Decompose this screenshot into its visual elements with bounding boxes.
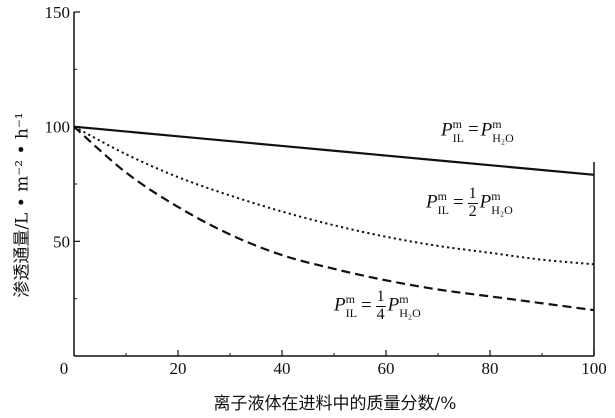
- symbol-p: P: [426, 191, 438, 213]
- sup-sub: m IL: [346, 293, 357, 319]
- subscript: H₂O: [491, 203, 513, 218]
- x-tick-label: 40: [274, 359, 291, 378]
- equals-sign: =: [452, 191, 464, 213]
- series-line-3: [73, 125, 595, 312]
- superscript: m: [492, 117, 502, 131]
- y-axis-label-wrap: 渗透通量/L • m⁻² • h⁻¹: [0, 60, 40, 350]
- x-tick-label: 0: [60, 359, 69, 378]
- superscript: m: [452, 117, 462, 131]
- series-lines: [73, 125, 595, 312]
- y-tick-label: 150: [45, 3, 71, 22]
- sup-sub: m H₂O: [491, 190, 513, 216]
- symbol-p: P: [334, 294, 346, 316]
- x-axis-label: 离子液体在进料中的质量分数/%: [213, 394, 457, 414]
- superscript: m: [399, 292, 409, 307]
- equals-sign: =: [467, 119, 479, 141]
- symbol-p: P: [479, 191, 492, 213]
- equals-sign: =: [360, 294, 372, 316]
- y-tick-label: 100: [45, 118, 71, 137]
- x-tick-label: 100: [581, 359, 607, 378]
- fraction-numerator: 1: [375, 288, 386, 307]
- x-tick-label: 20: [170, 359, 187, 378]
- y-axis-label: 渗透通量/L • m⁻² • h⁻¹: [12, 112, 33, 298]
- sup-sub: m H₂O: [492, 118, 514, 144]
- symbol-p: P: [441, 119, 453, 141]
- subscript: H₂O: [399, 306, 421, 321]
- superscript: m: [491, 189, 501, 204]
- y-tick-label: 50: [53, 232, 70, 251]
- fraction-denominator: 2: [468, 202, 477, 220]
- symbol-p: P: [480, 119, 493, 141]
- superscript: m: [437, 189, 447, 204]
- x-tick-label: 60: [378, 359, 395, 378]
- sup-sub: m IL: [453, 118, 464, 144]
- sup-sub: m H₂O: [399, 293, 421, 319]
- ticks: 0 20 40 60 80 100 50 100 150: [45, 3, 607, 378]
- subscript: IL: [345, 306, 357, 321]
- subscript: IL: [452, 131, 464, 145]
- fraction-numerator: 1: [467, 185, 478, 204]
- sup-sub: m IL: [438, 190, 449, 216]
- x-tick-label: 80: [482, 359, 499, 378]
- series-line-1: [73, 125, 595, 176]
- symbol-p: P: [387, 294, 400, 316]
- subscript: H₂O: [492, 131, 514, 145]
- subscript: IL: [437, 203, 449, 218]
- superscript: m: [345, 292, 355, 307]
- series-line-2: [73, 125, 595, 266]
- fraction-denominator: 4: [376, 305, 385, 323]
